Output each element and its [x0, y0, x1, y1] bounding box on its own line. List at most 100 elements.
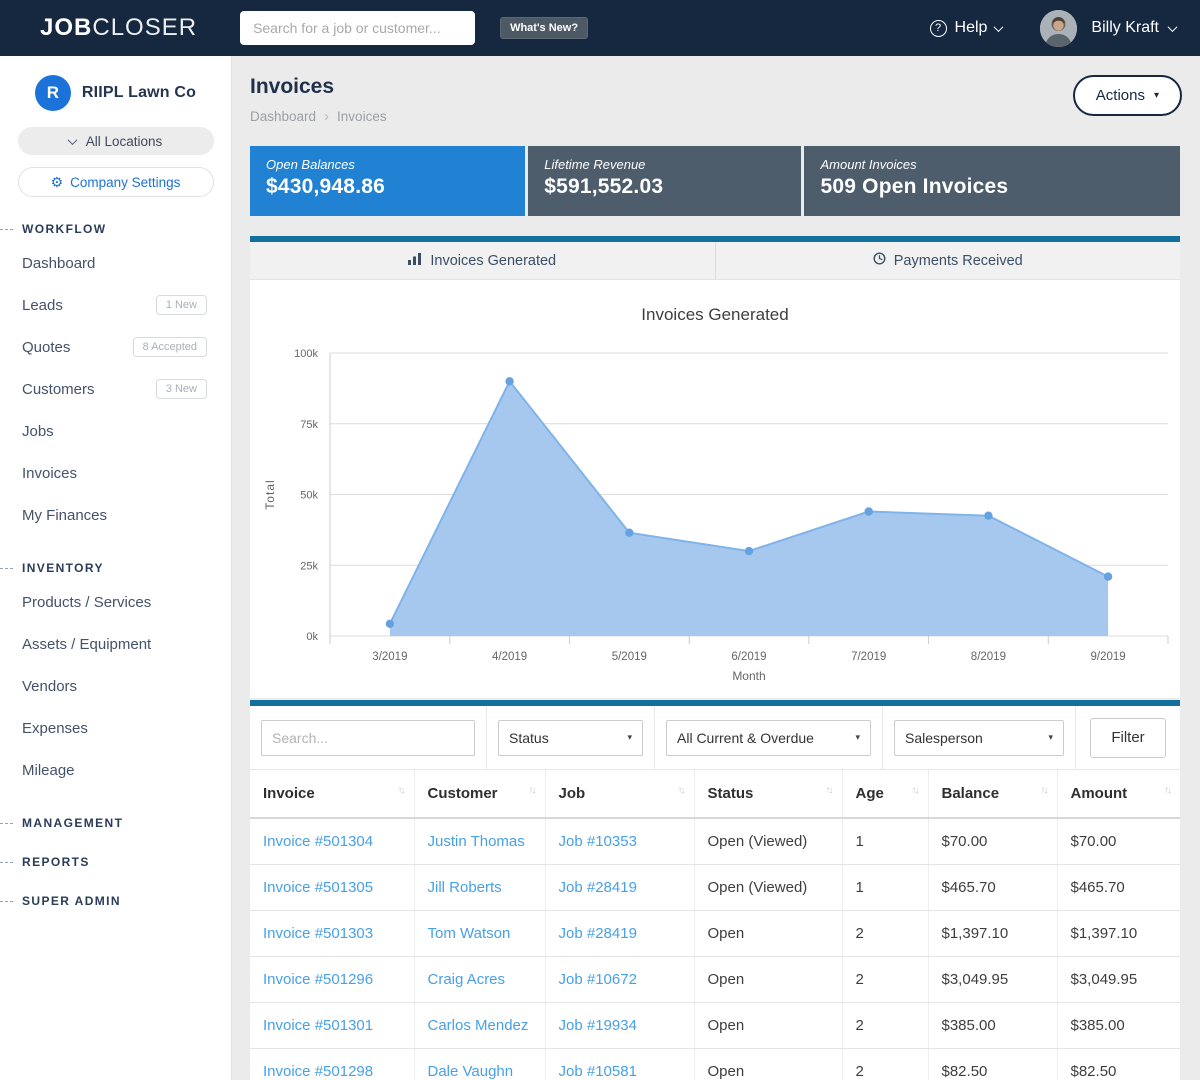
column-header-label: Age	[856, 785, 884, 802]
cell-customer[interactable]: Carlos Mendez	[414, 1002, 545, 1048]
cell-customer[interactable]: Craig Acres	[414, 956, 545, 1002]
stat-card-value: 509 Open Invoices	[820, 175, 1164, 199]
sort-icon[interactable]: ↑↓	[678, 785, 684, 796]
sort-icon[interactable]: ↑↓	[1041, 785, 1047, 796]
sort-icon[interactable]: ↑↓	[912, 785, 918, 796]
tab-payments-received[interactable]: Payments Received	[715, 242, 1181, 279]
column-header-amount[interactable]: Amount↑↓	[1057, 770, 1180, 818]
sort-icon[interactable]: ↑↓	[529, 785, 535, 796]
sidebar-item-customers[interactable]: Customers3 New	[0, 368, 231, 410]
y-tick-label: 75k	[300, 419, 318, 431]
sidebar-section-management[interactable]: MANAGEMENT	[0, 816, 231, 830]
breadcrumb-current: Invoices	[337, 109, 387, 124]
sidebar-item-invoices[interactable]: Invoices	[0, 452, 231, 494]
data-point-5/2019[interactable]	[625, 529, 633, 537]
tab-invoices-generated[interactable]: Invoices Generated	[250, 242, 715, 279]
table-search-input[interactable]	[261, 720, 475, 756]
sidebar-item-leads[interactable]: Leads1 New	[0, 284, 231, 326]
filter-select-status[interactable]: Status▾	[498, 720, 643, 756]
table-search-cell	[250, 706, 487, 769]
tree-dash-icon	[0, 568, 13, 569]
table-row: Invoice #501298Dale VaughnJob #10581Open…	[250, 1048, 1180, 1080]
filter-select-all-current-overdue[interactable]: All Current & Overdue▾	[666, 720, 871, 756]
tree-dash-icon	[0, 901, 13, 902]
cell-invoice[interactable]: Invoice #501304	[250, 818, 414, 864]
caret-down-icon: ▾	[1154, 90, 1159, 101]
sidebar-item-dashboard[interactable]: Dashboard	[0, 242, 231, 284]
cell-job[interactable]: Job #10672	[545, 956, 694, 1002]
sidebar-item-my-finances[interactable]: My Finances	[0, 494, 231, 536]
cell-balance: $385.00	[928, 1002, 1057, 1048]
data-point-4/2019[interactable]	[505, 377, 513, 385]
sidebar-section-label: MANAGEMENT	[22, 816, 123, 830]
data-point-3/2019[interactable]	[386, 620, 394, 628]
sidebar-item-products-services[interactable]: Products / Services	[0, 581, 231, 623]
cell-status: Open (Viewed)	[694, 818, 842, 864]
global-search-input[interactable]	[240, 11, 475, 45]
sort-icon[interactable]: ↑↓	[826, 785, 832, 796]
page-title: Invoices	[250, 75, 387, 99]
data-point-6/2019[interactable]	[745, 547, 753, 555]
app-logo[interactable]: JOBCLOSER	[40, 14, 197, 42]
sidebar-section-workflow[interactable]: WORKFLOW	[0, 222, 231, 236]
cell-status: Open	[694, 910, 842, 956]
cell-invoice[interactable]: Invoice #501298	[250, 1048, 414, 1080]
sidebar-item-vendors[interactable]: Vendors	[0, 665, 231, 707]
cell-age: 1	[842, 818, 928, 864]
sidebar-item-mileage[interactable]: Mileage	[0, 749, 231, 791]
chart-title: Invoices Generated	[641, 305, 788, 324]
sidebar-item-assets-equipment[interactable]: Assets / Equipment	[0, 623, 231, 665]
column-header-job[interactable]: Job↑↓	[545, 770, 694, 818]
whats-new-button[interactable]: What's New?	[500, 17, 588, 39]
sidebar-section-inventory[interactable]: INVENTORY	[0, 561, 231, 575]
data-point-9/2019[interactable]	[1104, 572, 1112, 580]
filter-button[interactable]: Filter	[1090, 718, 1166, 758]
navbar-right-group: ? Help Billy Kraft	[930, 10, 1176, 47]
bar-chart-icon	[408, 253, 422, 269]
column-header-invoice[interactable]: Invoice↑↓	[250, 770, 414, 818]
select-value: All Current & Overdue	[677, 730, 814, 746]
cell-customer[interactable]: Tom Watson	[414, 910, 545, 956]
invoices-table: Invoice↑↓Customer↑↓Job↑↓Status↑↓Age↑↓Bal…	[250, 770, 1180, 1080]
column-header-customer[interactable]: Customer↑↓	[414, 770, 545, 818]
cell-job[interactable]: Job #19934	[545, 1002, 694, 1048]
sidebar-section-super-admin[interactable]: SUPER ADMIN	[0, 894, 231, 908]
sidebar-item-quotes[interactable]: Quotes8 Accepted	[0, 326, 231, 368]
cell-invoice[interactable]: Invoice #501305	[250, 864, 414, 910]
sidebar-section-label: SUPER ADMIN	[22, 894, 121, 908]
cell-customer[interactable]: Dale Vaughn	[414, 1048, 545, 1080]
cell-amount: $70.00	[1057, 818, 1180, 864]
user-avatar[interactable]	[1040, 10, 1077, 47]
sort-icon[interactable]: ↑↓	[398, 785, 404, 796]
cell-age: 1	[842, 864, 928, 910]
breadcrumb: Dashboard › Invoices	[250, 108, 387, 125]
cell-customer[interactable]: Justin Thomas	[414, 818, 545, 864]
cell-customer[interactable]: Jill Roberts	[414, 864, 545, 910]
actions-button[interactable]: Actions ▾	[1073, 75, 1182, 116]
cell-job[interactable]: Job #28419	[545, 864, 694, 910]
cell-invoice[interactable]: Invoice #501296	[250, 956, 414, 1002]
data-point-8/2019[interactable]	[984, 512, 992, 520]
sidebar-section-reports[interactable]: REPORTS	[0, 855, 231, 869]
user-menu[interactable]: Billy Kraft	[1091, 19, 1176, 37]
main-content: Invoices Dashboard › Invoices Actions ▾ …	[232, 56, 1200, 1080]
breadcrumb-dashboard[interactable]: Dashboard	[250, 109, 316, 124]
cell-job[interactable]: Job #10581	[545, 1048, 694, 1080]
column-header-status[interactable]: Status↑↓	[694, 770, 842, 818]
filter-select-salesperson[interactable]: Salesperson▾	[894, 720, 1064, 756]
sidebar-item-expenses[interactable]: Expenses	[0, 707, 231, 749]
sort-icon[interactable]: ↑↓	[1164, 785, 1170, 796]
cell-invoice[interactable]: Invoice #501301	[250, 1002, 414, 1048]
cell-job[interactable]: Job #28419	[545, 910, 694, 956]
logo-text-bold: JOB	[40, 14, 92, 41]
cell-balance: $82.50	[928, 1048, 1057, 1080]
data-point-7/2019[interactable]	[865, 507, 873, 515]
cell-job[interactable]: Job #10353	[545, 818, 694, 864]
help-menu[interactable]: ? Help	[930, 19, 1003, 37]
column-header-balance[interactable]: Balance↑↓	[928, 770, 1057, 818]
sidebar-item-jobs[interactable]: Jobs	[0, 410, 231, 452]
company-settings-button[interactable]: ⚙ Company Settings	[18, 167, 214, 197]
column-header-age[interactable]: Age ↑↓	[842, 770, 928, 818]
all-locations-dropdown[interactable]: All Locations	[18, 127, 214, 155]
cell-invoice[interactable]: Invoice #501303	[250, 910, 414, 956]
